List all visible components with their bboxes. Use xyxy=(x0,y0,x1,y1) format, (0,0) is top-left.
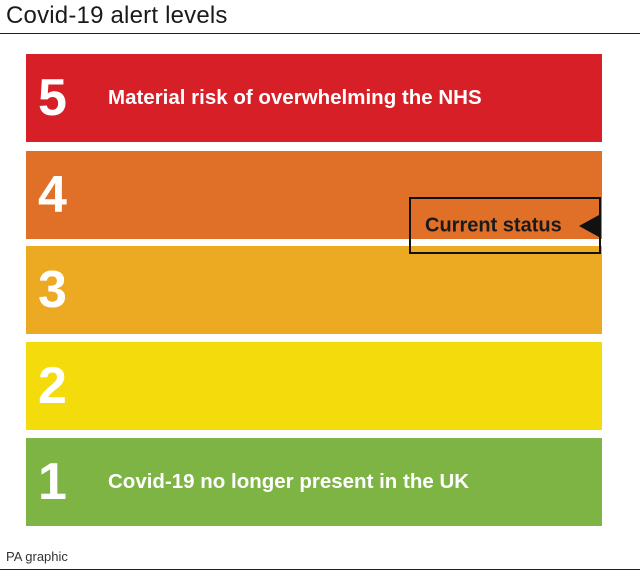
alert-level-4: 4 xyxy=(26,151,602,239)
alert-level-2: 2 xyxy=(26,342,602,430)
level-description: Material risk of overwhelming the NHS xyxy=(108,86,482,109)
footer-divider xyxy=(0,569,640,570)
level-number: 2 xyxy=(38,357,67,415)
alert-level-1: 1 Covid-19 no longer present in the UK xyxy=(26,438,602,526)
level-number: 4 xyxy=(38,166,67,224)
level-number: 5 xyxy=(38,69,67,127)
level-description: Covid-19 no longer present in the UK xyxy=(108,470,470,493)
level-number: 3 xyxy=(38,261,67,319)
page-title: Covid-19 alert levels xyxy=(6,2,228,29)
alert-level-3: 3 xyxy=(26,246,602,334)
pointer-arrow-icon xyxy=(579,214,599,237)
alert-level-5: 5 Material risk of overwhelming the NHS xyxy=(26,54,602,142)
source-credit: PA graphic xyxy=(6,549,68,564)
current-status-label: Current status xyxy=(425,214,562,236)
title-divider xyxy=(0,33,640,34)
current-status-marker: Current status xyxy=(409,197,601,254)
level-number: 1 xyxy=(38,453,67,511)
